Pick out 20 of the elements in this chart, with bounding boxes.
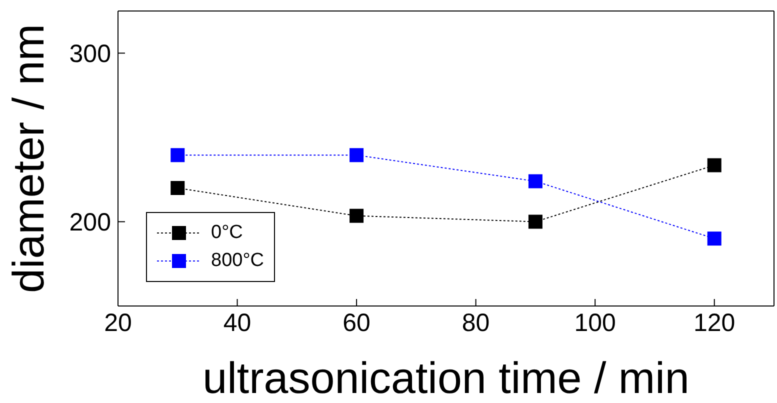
legend-label: 800°C bbox=[211, 250, 264, 272]
point bbox=[170, 148, 185, 162]
y-axis-title: diameter / nm bbox=[4, 24, 54, 293]
point bbox=[350, 208, 364, 223]
y-tick-label: 200 bbox=[69, 208, 111, 237]
x-axis-title: ultrasonication time / min bbox=[202, 354, 690, 403]
point bbox=[528, 174, 542, 188]
legend-label: 0°C bbox=[211, 222, 243, 244]
point bbox=[528, 214, 542, 229]
point bbox=[350, 148, 364, 162]
point bbox=[707, 158, 722, 172]
x-tick-label: 100 bbox=[574, 308, 616, 337]
x-tick-label: 20 bbox=[104, 308, 132, 337]
y-tick-label: 300 bbox=[69, 40, 111, 68]
x-tick-label: 120 bbox=[694, 308, 736, 337]
point bbox=[707, 232, 722, 246]
x-tick-label: 60 bbox=[342, 308, 370, 337]
point bbox=[170, 181, 185, 195]
x-tick-label: 40 bbox=[223, 308, 252, 337]
x-tick-label: 80 bbox=[462, 308, 490, 337]
